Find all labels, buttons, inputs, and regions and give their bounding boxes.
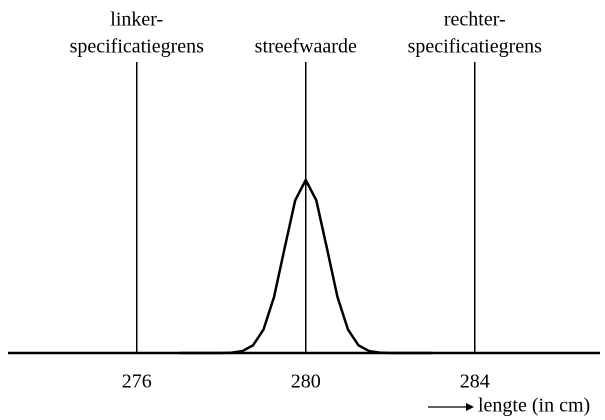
reference-label: specificatiegrens — [408, 36, 543, 58]
curve — [179, 178, 433, 355]
x-tick-label: 276 — [122, 371, 152, 393]
axis-arrow-head — [466, 403, 474, 411]
reference-label: specificatiegrens — [70, 36, 205, 58]
reference-label: linker- — [110, 9, 163, 31]
reference-label: streefwaarde — [255, 36, 357, 58]
x-tick-label: 284 — [460, 371, 490, 393]
x-axis-label: lengte (in cm) — [478, 395, 590, 417]
x-tick-label: 280 — [291, 371, 321, 393]
reference-label: rechter- — [444, 9, 506, 31]
